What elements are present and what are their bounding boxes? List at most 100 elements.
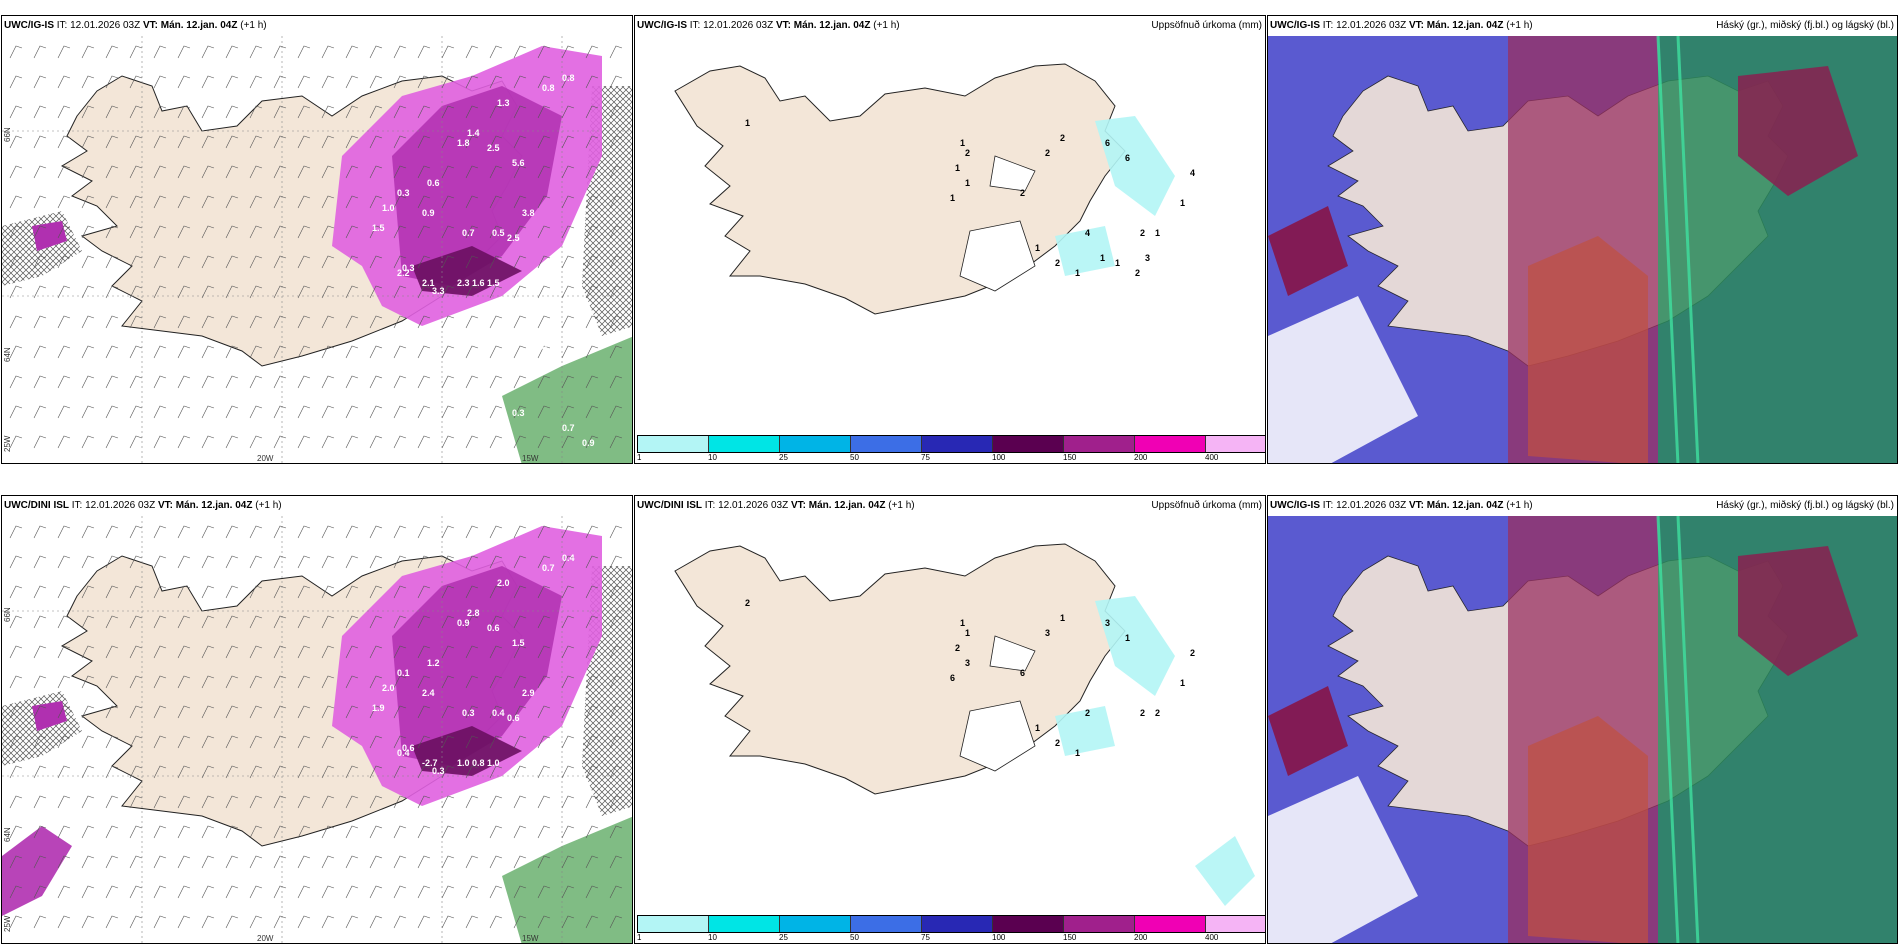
colorbar-swatch <box>922 916 993 932</box>
wind-barb <box>585 195 599 209</box>
wind-barb <box>585 375 599 389</box>
wind-barb <box>369 585 383 599</box>
panel-title: UWC/DINI ISL IT: 12.01.2026 03Z VT: Mán.… <box>637 500 915 511</box>
colorbar <box>637 915 1265 933</box>
wind-barb <box>81 405 95 419</box>
accum-value-label: 2 <box>1140 228 1145 238</box>
wind-barb <box>609 525 623 539</box>
wind-barb <box>297 885 311 899</box>
wind-barb <box>225 615 239 629</box>
wind-barb <box>105 165 119 179</box>
accum-value-label: 2 <box>1085 708 1090 718</box>
wind-barb <box>609 705 623 719</box>
accum-value-label: 1 <box>1060 613 1065 623</box>
wind-barb <box>9 705 23 719</box>
wind-barb <box>513 915 527 929</box>
wind-barb <box>297 555 311 569</box>
wind-barb <box>393 225 407 239</box>
wind-barb <box>105 435 119 449</box>
wind-barb <box>609 405 623 419</box>
wind-barb <box>561 225 575 239</box>
wind-barb <box>201 255 215 269</box>
accum-value-label: 2 <box>965 148 970 158</box>
wind-barb <box>81 195 95 209</box>
wind-barb <box>489 225 503 239</box>
wind-barb <box>105 285 119 299</box>
wind-barb <box>33 225 47 239</box>
wind-barb <box>249 735 263 749</box>
wind-barb <box>513 645 527 659</box>
colorbar-swatch <box>1064 436 1135 452</box>
panel-title: UWC/DINI ISL IT: 12.01.2026 03Z VT: Mán.… <box>4 500 282 511</box>
wind-barb <box>345 585 359 599</box>
wind-barb <box>57 705 71 719</box>
wind-barb <box>393 105 407 119</box>
wind-barb <box>489 735 503 749</box>
wind-barb <box>513 165 527 179</box>
wind-barb <box>369 45 383 59</box>
wind-barb <box>33 435 47 449</box>
wind-barb <box>273 585 287 599</box>
wind-barb <box>489 525 503 539</box>
wind-barb <box>225 375 239 389</box>
wind-barb <box>9 45 23 59</box>
wind-barb <box>9 645 23 659</box>
wind-barb <box>393 795 407 809</box>
wind-barb <box>225 855 239 869</box>
wind-barb <box>417 45 431 59</box>
wind-barb <box>585 825 599 839</box>
wind-barb <box>57 255 71 269</box>
wind-barb <box>561 75 575 89</box>
wind-barb <box>57 525 71 539</box>
accum-value-label: 6 <box>1105 138 1110 148</box>
wind-barb <box>249 645 263 659</box>
wind-barb <box>201 135 215 149</box>
wind-barb <box>513 45 527 59</box>
wind-barb <box>9 375 23 389</box>
wind-barb <box>609 255 623 269</box>
precip-value-label: 1.0 <box>487 758 500 768</box>
wind-barb <box>513 375 527 389</box>
wind-barb <box>465 195 479 209</box>
wind-barb <box>81 795 95 809</box>
wind-barb <box>81 75 95 89</box>
wind-barb <box>441 615 455 629</box>
wind-barb <box>201 885 215 899</box>
wind-barb <box>177 255 191 269</box>
wind-barb <box>321 315 335 329</box>
valid-time: VT: Mán. 12.jan. 04Z <box>775 20 871 31</box>
wind-barb <box>249 345 263 359</box>
wind-barb <box>609 615 623 629</box>
wind-barb <box>489 135 503 149</box>
wind-barb <box>513 795 527 809</box>
wind-barb <box>129 255 143 269</box>
wind-barb <box>537 255 551 269</box>
precip-value-label: 1.5 <box>512 638 525 648</box>
wind-barb <box>153 885 167 899</box>
wind-barb <box>345 195 359 209</box>
wind-barb <box>417 915 431 929</box>
wind-barb <box>489 855 503 869</box>
wind-barb <box>465 705 479 719</box>
colorbar-swatch <box>709 916 780 932</box>
wind-barb <box>465 735 479 749</box>
wind-barb <box>273 795 287 809</box>
wind-barb <box>489 285 503 299</box>
wind-barb <box>561 795 575 809</box>
wind-barb <box>489 645 503 659</box>
wind-barb <box>489 165 503 179</box>
wind-barb <box>561 855 575 869</box>
colorbar-tick-label: 50 <box>850 453 859 462</box>
precip-value-label: 0.3 <box>512 408 525 418</box>
wind-barb <box>441 435 455 449</box>
wind-barb <box>417 795 431 809</box>
wind-barb <box>177 135 191 149</box>
wind-barb <box>297 825 311 839</box>
wind-barb <box>81 825 95 839</box>
colorbar-swatch <box>1206 916 1265 932</box>
wind-barb <box>9 915 23 929</box>
wind-barb <box>225 915 239 929</box>
wind-barb <box>105 405 119 419</box>
